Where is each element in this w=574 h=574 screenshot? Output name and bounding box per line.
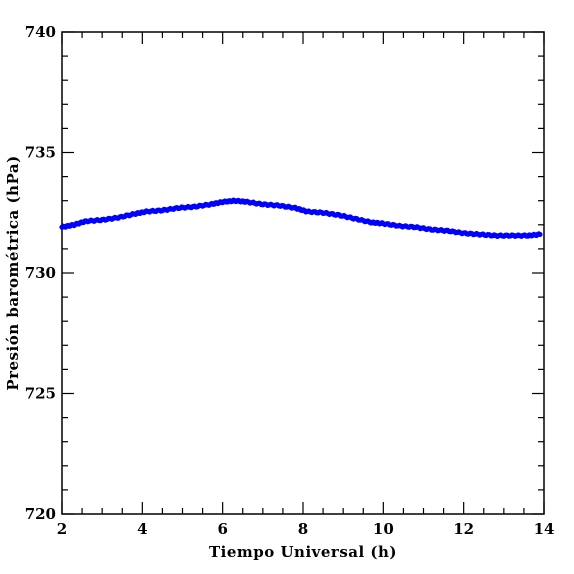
x-tick-label: 10 bbox=[373, 520, 394, 538]
x-tick-label: 8 bbox=[298, 520, 308, 538]
x-axis-label: Tiempo Universal (h) bbox=[209, 543, 397, 561]
axis-tick-labels: 2 4 6 8 10 12 14 720 725 730 735 740 bbox=[25, 23, 555, 538]
y-tick-label: 720 bbox=[25, 505, 56, 523]
x-tick-label: 4 bbox=[137, 520, 147, 538]
x-tick-label: 12 bbox=[453, 520, 474, 538]
data-point bbox=[537, 231, 543, 238]
axis-ticks bbox=[61, 31, 545, 515]
y-tick-label: 735 bbox=[25, 144, 56, 162]
plot-frame bbox=[61, 31, 545, 515]
x-tick-label: 14 bbox=[534, 520, 555, 538]
y-tick-label: 730 bbox=[25, 264, 56, 282]
y-tick-label: 725 bbox=[25, 385, 56, 403]
y-axis-label: Presión barométrica (hPa) bbox=[4, 155, 22, 390]
x-tick-label: 2 bbox=[57, 520, 67, 538]
x-tick-label: 6 bbox=[217, 520, 227, 538]
y-tick-label: 740 bbox=[25, 23, 56, 41]
data-points bbox=[59, 197, 543, 239]
